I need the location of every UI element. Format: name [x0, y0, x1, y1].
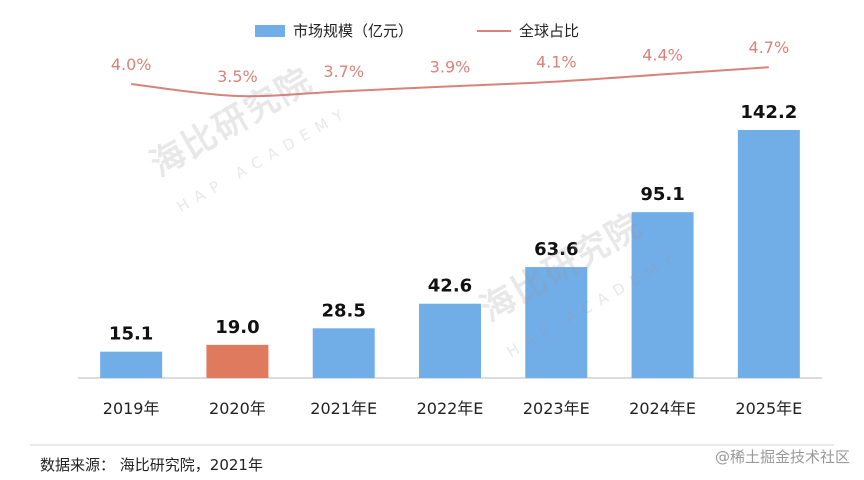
legend-swatch-line: [477, 29, 512, 32]
bar-value-label-4: 63.6: [534, 239, 578, 260]
line-value-label-5: 4.4%: [642, 45, 683, 64]
bar-value-label-5: 95.1: [640, 184, 684, 205]
x-tick-label-3: 2022年E: [417, 399, 484, 418]
legend-label-line: 全球占比: [519, 22, 580, 40]
bar-value-label-3: 42.6: [428, 276, 472, 297]
line-value-label-6: 4.7%: [749, 38, 790, 57]
line-value-label-0: 4.0%: [111, 55, 152, 74]
line-value-label-1: 3.5%: [217, 67, 258, 86]
x-tick-label-5: 2024年E: [629, 399, 696, 418]
bar-3: [419, 303, 481, 378]
site-watermark: @稀土掘金技术社区: [714, 448, 850, 466]
x-tick-label-1: 2020年: [209, 399, 266, 418]
bar-value-label-6: 142.2: [740, 102, 797, 123]
line-value-label-2: 3.7%: [323, 62, 364, 81]
x-tick-label-2: 2021年E: [310, 399, 377, 418]
bar-4: [525, 267, 588, 378]
legend: 市场规模（亿元） 全球占比: [255, 20, 579, 41]
legend-item-line: 全球占比: [477, 20, 579, 41]
line-value-label-3: 3.9%: [430, 57, 471, 76]
bar-value-label-0: 15.1: [109, 324, 153, 345]
bar-value-label-1: 19.0: [215, 317, 259, 338]
legend-swatch-bar: [255, 24, 285, 37]
bar-0: [100, 351, 163, 378]
x-tick-label-4: 2023年E: [523, 399, 590, 418]
source-note: 数据来源： 海比研究院，2021年: [40, 456, 263, 474]
x-tick-label-0: 2019年: [103, 399, 160, 418]
legend-item-bar: 市场规模（亿元）: [255, 20, 413, 41]
bar-5: [631, 212, 694, 378]
bar-2: [312, 328, 375, 378]
bar-1: [206, 344, 269, 378]
bar-6: [737, 130, 800, 378]
line-value-label-4: 4.1%: [536, 53, 577, 72]
legend-label-bar: 市场规模（亿元）: [293, 22, 414, 40]
x-tick-label-6: 2025年E: [735, 399, 802, 418]
share-line: [131, 66, 769, 98]
bar-value-label-2: 28.5: [322, 300, 366, 321]
